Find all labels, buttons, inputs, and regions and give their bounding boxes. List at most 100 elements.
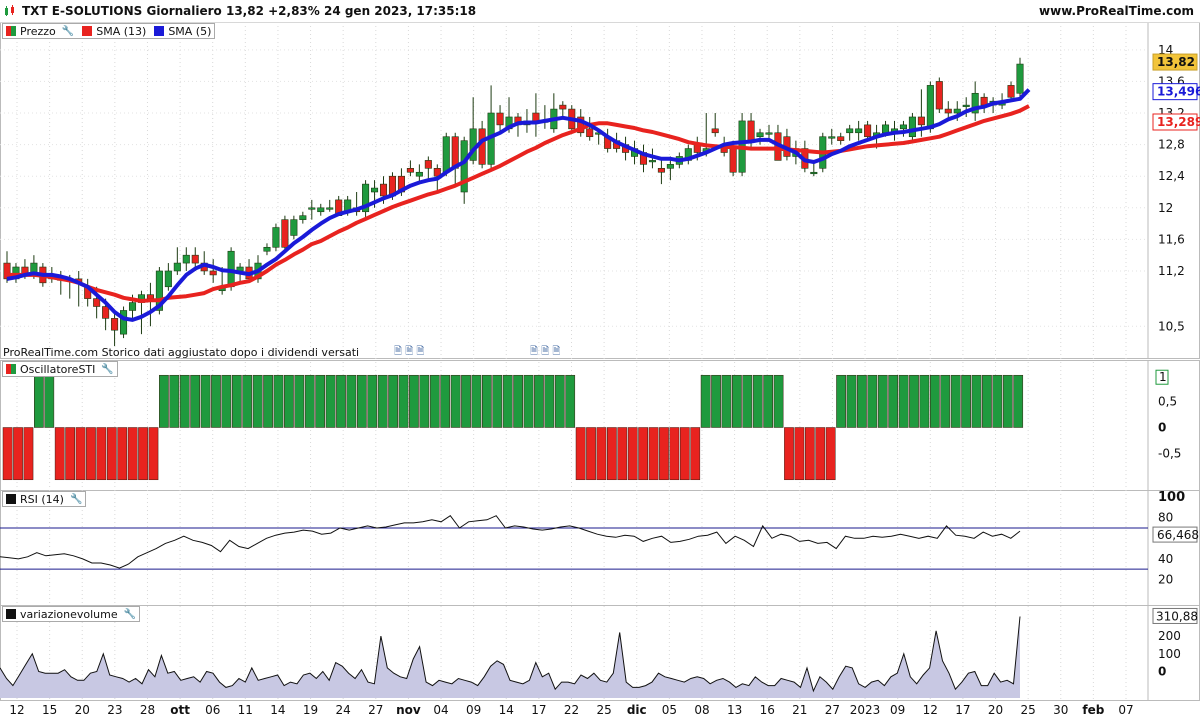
wrench-icon[interactable]: 🔧 xyxy=(61,25,75,37)
candle-body xyxy=(379,183,388,197)
sma13-swatch-icon xyxy=(82,26,93,36)
x-tick-label: 09 xyxy=(890,703,905,717)
candle-body xyxy=(326,207,334,210)
rsi-line xyxy=(0,515,1021,569)
osc-bar-negative xyxy=(690,427,701,481)
price-y-tick-label: 12,8 xyxy=(1158,138,1185,152)
osc-bar-positive xyxy=(1013,374,1024,428)
osc-bar-negative xyxy=(638,427,648,481)
header-bar: TXT E-SOLUTIONS Giornaliero 13,82 +2,83%… xyxy=(0,0,1200,23)
price-legend[interactable]: Prezzo 🔧 SMA (13) SMA (5) xyxy=(2,23,216,39)
candle-body xyxy=(442,136,450,173)
wrench-icon[interactable]: 🔧 xyxy=(69,493,83,505)
osc-bar-positive xyxy=(211,374,221,428)
candle-body xyxy=(102,306,110,319)
x-tick-label: 24 xyxy=(336,703,351,717)
last-price-badge-box xyxy=(1152,53,1198,71)
osc-bar-positive xyxy=(377,374,388,428)
osc-bar-negative xyxy=(106,427,117,481)
osc-bar-positive xyxy=(940,374,951,428)
osc-bar-negative xyxy=(96,427,107,481)
rsi-y-tick-label: 100 xyxy=(1158,490,1185,505)
x-tick-label: 27 xyxy=(368,703,383,717)
x-tick-label: dic xyxy=(627,703,647,717)
sma5-line xyxy=(6,88,1031,322)
x-tick-label: 05 xyxy=(662,703,677,717)
rsi-y-tick-label: 20 xyxy=(1158,572,1173,586)
candle-body xyxy=(908,116,916,138)
osc-bar-positive xyxy=(867,374,878,428)
x-tick-label: feb xyxy=(1082,703,1104,717)
volume-legend[interactable]: variazionevolume 🔧 xyxy=(2,606,141,622)
osc-bar-positive xyxy=(898,374,909,428)
candle-body xyxy=(586,128,594,138)
candle-body xyxy=(882,124,890,134)
osc-bar-positive xyxy=(711,374,721,428)
osc-legend-label: OscillatoreSTI xyxy=(20,362,96,376)
chart-title: TXT E-SOLUTIONS Giornaliero 13,82 +2,83%… xyxy=(22,4,477,18)
osc-bar-negative xyxy=(669,427,680,481)
x-tick-label: 14 xyxy=(499,703,514,717)
x-tick-label: 20 xyxy=(75,703,90,717)
osc-legend[interactable]: OscillatoreSTI 🔧 xyxy=(2,361,118,377)
osc-bar-positive xyxy=(179,374,190,428)
osc-bar-positive xyxy=(471,374,482,428)
osc-last-badge-text: 1 xyxy=(1159,370,1167,384)
x-tick-label: 25 xyxy=(1021,703,1036,717)
site-link[interactable]: www.ProRealTime.com xyxy=(1039,4,1194,18)
candle-body xyxy=(666,164,674,169)
sma13-value-badge-text: 13,289 xyxy=(1157,115,1200,129)
osc-bar-positive xyxy=(836,374,846,428)
osc-bar-positive xyxy=(732,374,742,428)
wrench-icon[interactable]: 🔧 xyxy=(123,608,137,620)
candle-body xyxy=(371,187,379,193)
x-tick-label: 14 xyxy=(270,703,285,717)
candle-body xyxy=(846,128,854,134)
candle-body xyxy=(917,116,925,126)
candle-body xyxy=(944,108,952,114)
price-y-tick-label: 10,5 xyxy=(1158,319,1185,333)
osc-bar-positive xyxy=(263,374,273,428)
candle-body xyxy=(460,140,468,193)
dividend-doc-icons-1[interactable]: 🗎 🗎 🗎 xyxy=(394,346,425,357)
rsi-legend[interactable]: RSI (14) 🔧 xyxy=(2,491,87,507)
candle-body xyxy=(263,246,271,252)
candle-body xyxy=(308,207,316,210)
osc-bar-negative xyxy=(575,427,586,481)
candle-body xyxy=(173,262,181,272)
price-y-tick-label: 12,4 xyxy=(1158,169,1185,183)
candle-body xyxy=(209,270,217,276)
osc-bar-positive xyxy=(763,374,774,428)
osc-bar-positive xyxy=(190,374,200,428)
sma5-value-badge-box xyxy=(1152,83,1198,101)
osc-bar-positive xyxy=(159,374,169,428)
osc-bar-negative xyxy=(815,427,826,481)
x-tick-label: 2023 xyxy=(850,703,881,717)
osc-bar-positive xyxy=(304,374,315,428)
sma5-legend-label: SMA (5) xyxy=(168,24,212,38)
candle-body xyxy=(111,318,119,331)
x-tick-label: 16 xyxy=(760,703,775,717)
osc-bar-positive xyxy=(877,374,888,428)
rsi-y-tick-label: 40 xyxy=(1158,552,1173,566)
candle-body xyxy=(657,168,665,173)
wrench-icon[interactable]: 🔧 xyxy=(101,363,114,375)
osc-bar-positive xyxy=(919,374,930,428)
candle-body xyxy=(747,120,755,141)
osc-bar-positive xyxy=(721,374,732,428)
osc-bar-positive xyxy=(513,374,523,428)
candle-body xyxy=(182,254,190,264)
osc-bar-positive xyxy=(409,374,419,428)
osc-bar-positive xyxy=(356,374,367,428)
price-y-tick-label: 14 xyxy=(1158,43,1173,57)
last-price-badge-text: 13,82 xyxy=(1157,55,1195,69)
osc-y-tick-label: 0,5 xyxy=(1158,394,1177,408)
osc-bar-positive xyxy=(252,374,263,428)
last-price-badge: 13,82 xyxy=(1152,53,1198,71)
panel-frame-rsi xyxy=(0,490,1200,606)
osc-bar-positive xyxy=(857,374,867,428)
dividend-doc-icons-2[interactable]: 🗎 🗎 🗎 xyxy=(530,346,561,357)
osc-bar-positive xyxy=(950,374,961,428)
osc-bar-negative xyxy=(13,427,23,481)
